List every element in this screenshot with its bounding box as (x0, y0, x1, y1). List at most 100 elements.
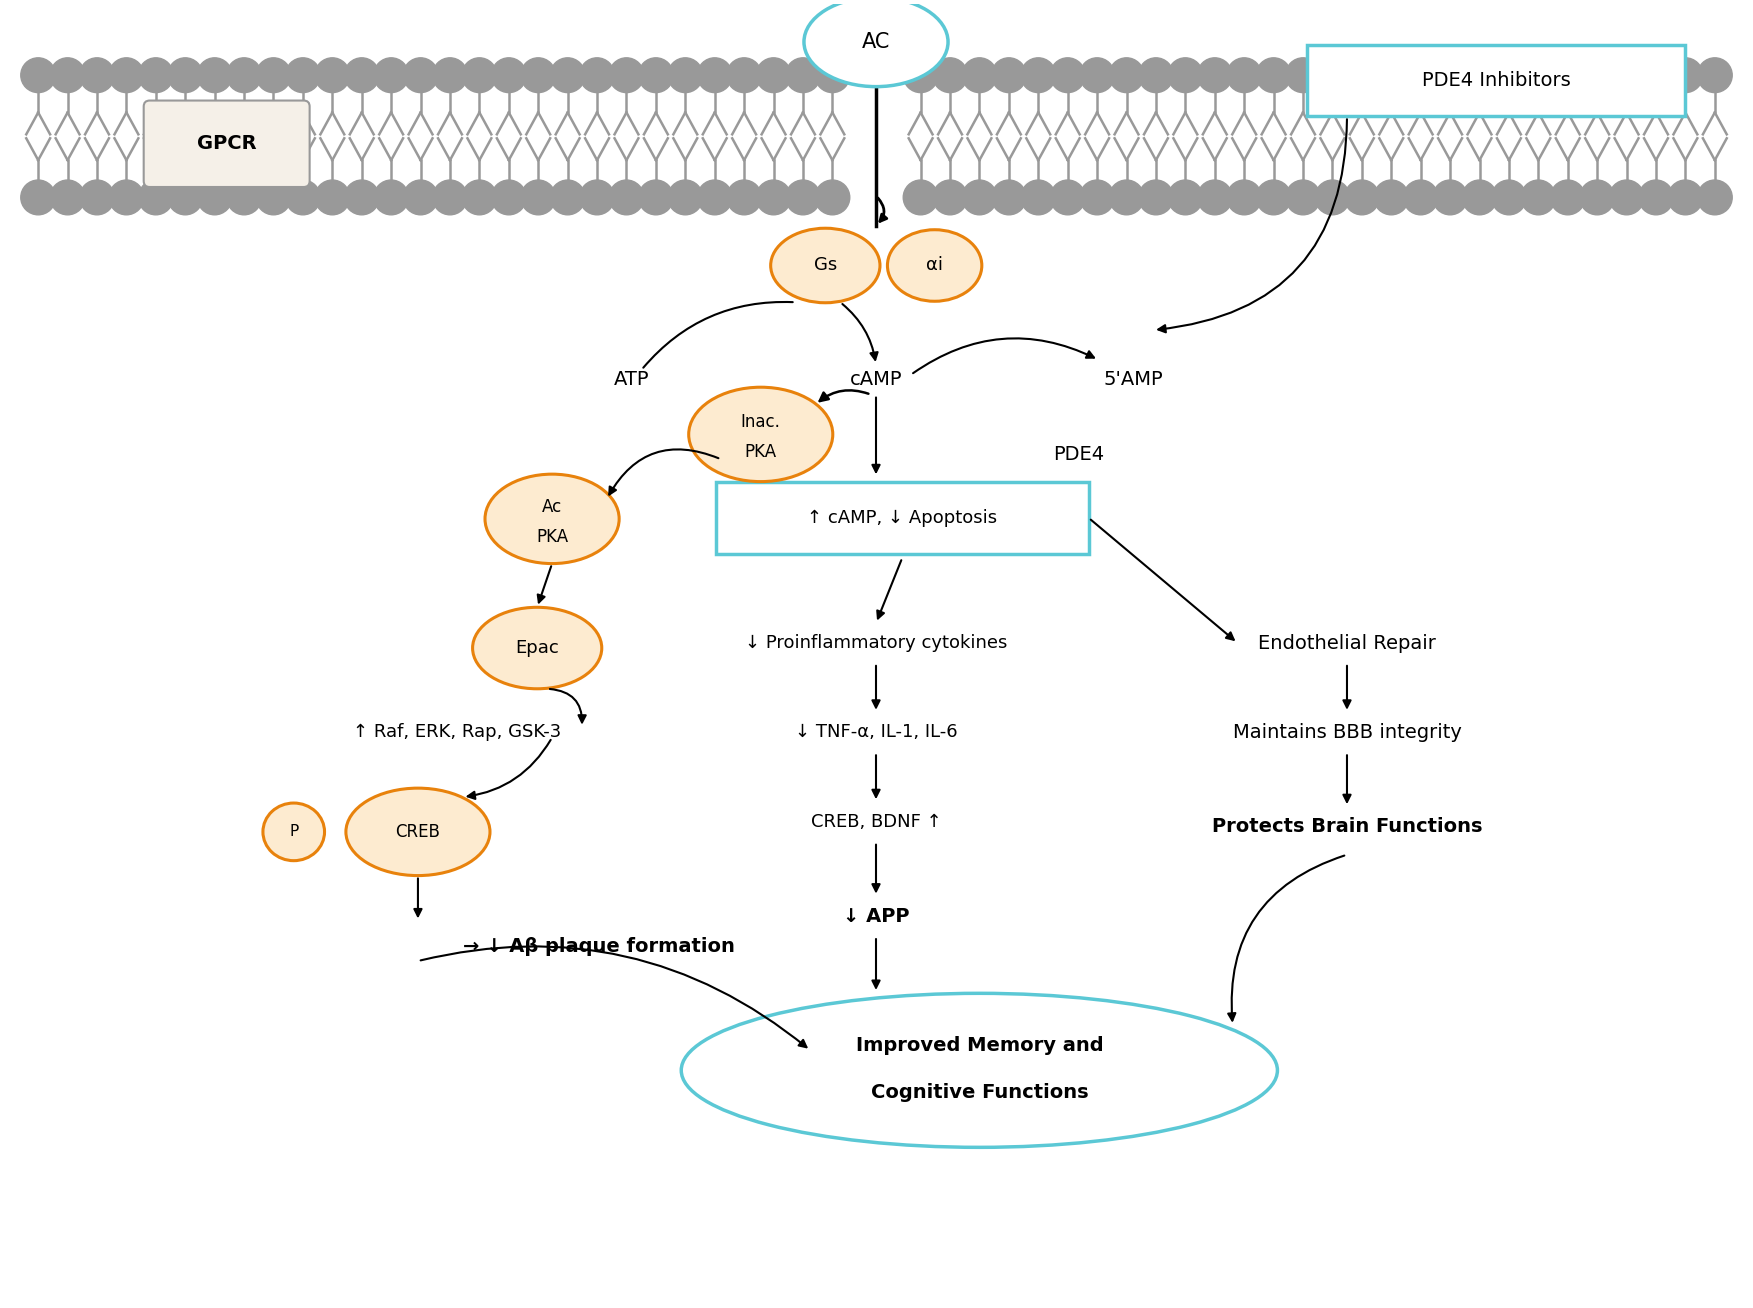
Circle shape (1167, 58, 1203, 93)
Circle shape (138, 181, 174, 215)
Circle shape (668, 58, 703, 93)
Circle shape (433, 58, 468, 93)
Circle shape (1257, 181, 1290, 215)
Circle shape (138, 58, 174, 93)
Circle shape (550, 181, 586, 215)
Text: PDE4: PDE4 (1054, 445, 1104, 464)
Circle shape (785, 181, 820, 215)
Circle shape (286, 58, 321, 93)
Ellipse shape (887, 230, 982, 301)
Circle shape (1285, 58, 1320, 93)
Circle shape (1138, 181, 1173, 215)
Circle shape (1374, 58, 1409, 93)
Circle shape (903, 181, 938, 215)
Text: GPCR: GPCR (196, 135, 256, 153)
Circle shape (1110, 181, 1145, 215)
Circle shape (608, 58, 643, 93)
Circle shape (903, 58, 938, 93)
Text: Maintains BBB integrity: Maintains BBB integrity (1232, 723, 1462, 742)
Circle shape (198, 181, 231, 215)
Text: Endothelial Repair: Endothelial Repair (1259, 633, 1436, 653)
Circle shape (463, 181, 496, 215)
Text: Inac.: Inac. (742, 413, 780, 432)
Circle shape (1080, 58, 1115, 93)
Circle shape (1050, 181, 1085, 215)
Circle shape (1110, 58, 1145, 93)
Circle shape (1462, 181, 1497, 215)
Circle shape (1257, 58, 1290, 93)
Circle shape (1315, 181, 1350, 215)
Circle shape (1697, 181, 1732, 215)
Circle shape (51, 58, 84, 93)
Text: PKA: PKA (536, 527, 568, 545)
Circle shape (491, 58, 526, 93)
Text: Epac: Epac (515, 640, 559, 657)
Circle shape (1020, 58, 1055, 93)
Circle shape (51, 181, 84, 215)
Circle shape (316, 181, 349, 215)
Circle shape (1609, 181, 1644, 215)
Circle shape (109, 58, 144, 93)
Ellipse shape (345, 789, 491, 875)
Circle shape (521, 58, 556, 93)
Circle shape (344, 181, 379, 215)
Circle shape (1669, 181, 1702, 215)
Circle shape (992, 58, 1026, 93)
Circle shape (756, 181, 791, 215)
Circle shape (226, 58, 261, 93)
Circle shape (403, 181, 438, 215)
Circle shape (79, 181, 114, 215)
Circle shape (992, 181, 1026, 215)
Circle shape (668, 181, 703, 215)
Circle shape (1639, 181, 1674, 215)
Circle shape (373, 58, 408, 93)
Text: P: P (289, 824, 298, 840)
Circle shape (1315, 58, 1350, 93)
Circle shape (962, 58, 997, 93)
Circle shape (1432, 58, 1467, 93)
Text: ↓ TNF-α, IL-1, IL-6: ↓ TNF-α, IL-1, IL-6 (794, 723, 957, 742)
Circle shape (1020, 181, 1055, 215)
Circle shape (1639, 58, 1674, 93)
Circle shape (1167, 181, 1203, 215)
Text: PDE4 Inhibitors: PDE4 Inhibitors (1422, 71, 1571, 90)
Circle shape (286, 181, 321, 215)
Circle shape (1609, 58, 1644, 93)
FancyBboxPatch shape (144, 101, 310, 187)
Text: Gs: Gs (813, 256, 836, 275)
Circle shape (1550, 58, 1585, 93)
Circle shape (1522, 58, 1555, 93)
Circle shape (1550, 181, 1585, 215)
Circle shape (638, 58, 673, 93)
Text: ↓ Proinflammatory cytokines: ↓ Proinflammatory cytokines (745, 634, 1008, 653)
Circle shape (344, 58, 379, 93)
Circle shape (1197, 181, 1232, 215)
Circle shape (1345, 58, 1380, 93)
Circle shape (1492, 181, 1527, 215)
Circle shape (1579, 181, 1615, 215)
Text: Cognitive Functions: Cognitive Functions (871, 1083, 1089, 1101)
Text: CREB: CREB (396, 823, 440, 841)
Ellipse shape (805, 0, 948, 86)
Circle shape (463, 58, 496, 93)
Text: PKA: PKA (745, 443, 777, 462)
Circle shape (168, 58, 203, 93)
Text: ↑ cAMP, ↓ Apoptosis: ↑ cAMP, ↓ Apoptosis (808, 509, 997, 527)
Circle shape (698, 181, 733, 215)
Circle shape (1404, 181, 1437, 215)
Circle shape (1492, 58, 1527, 93)
Circle shape (698, 58, 733, 93)
Circle shape (316, 58, 349, 93)
Circle shape (433, 181, 468, 215)
Circle shape (21, 181, 56, 215)
Circle shape (1669, 58, 1702, 93)
Circle shape (226, 181, 261, 215)
Circle shape (1050, 58, 1085, 93)
Circle shape (1374, 181, 1409, 215)
Circle shape (256, 181, 291, 215)
Circle shape (580, 181, 615, 215)
Circle shape (403, 58, 438, 93)
Circle shape (1404, 58, 1437, 93)
Text: αi: αi (926, 256, 943, 275)
Circle shape (550, 58, 586, 93)
